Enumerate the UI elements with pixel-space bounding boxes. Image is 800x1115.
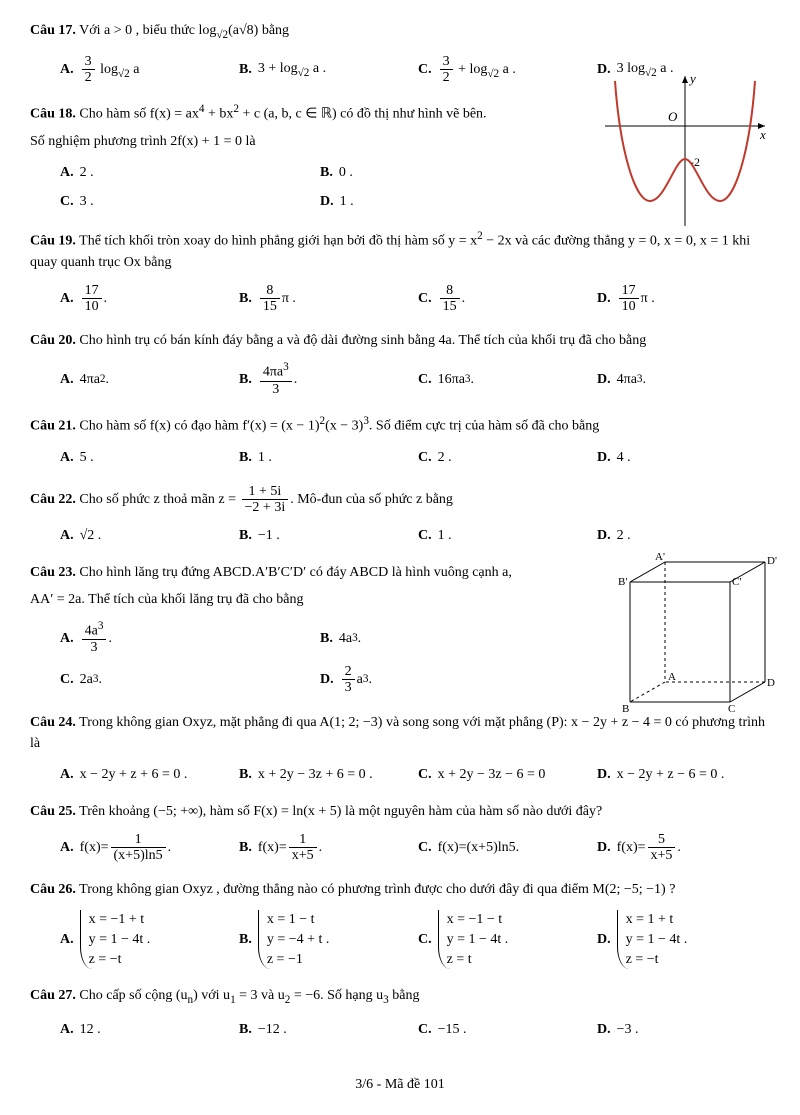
q24-opt-B[interactable]: B.x + 2y − 3z + 6 = 0 . bbox=[233, 760, 412, 789]
q23-prism: A' B' C' D' A B C D bbox=[600, 552, 780, 722]
q26-opt-A[interactable]: A. x = −1 + ty = 1 − 4t .z = −t bbox=[54, 906, 233, 973]
q23-opt-B[interactable]: B. 4a3. bbox=[314, 616, 574, 659]
graph-x: x bbox=[759, 127, 766, 142]
q18-opt-D[interactable]: D.1 . bbox=[314, 187, 574, 216]
q19-opt-B[interactable]: B. 815 π . bbox=[233, 279, 412, 319]
question-20: Câu 20. Cho hình trụ có bán kính đáy bằn… bbox=[30, 330, 770, 400]
q18-text2: Số nghiệm phương trình 2f(x) + 1 = 0 là bbox=[30, 131, 550, 152]
q23-text2: AA′ = 2a. Thể tích của khối lăng trụ đã … bbox=[30, 589, 550, 610]
question-26: Câu 26. Trong không gian Oxyz , đường th… bbox=[30, 879, 770, 973]
q26-opt-C[interactable]: C. x = −1 − ty = 1 − 4t .z = t bbox=[412, 906, 591, 973]
q21-opt-D[interactable]: D.4 . bbox=[591, 443, 770, 472]
svg-text:C': C' bbox=[732, 576, 741, 588]
q24-opt-A[interactable]: A.x − 2y + z + 6 = 0 . bbox=[54, 760, 233, 789]
q26-opt-D[interactable]: D. x = 1 + ty = 1 − 4t .z = −t bbox=[591, 906, 770, 973]
q17-opt-A[interactable]: A. 32 log√2 a bbox=[54, 50, 233, 90]
q18-opt-B[interactable]: B.0 . bbox=[314, 158, 574, 187]
q23-opt-C[interactable]: C. 2a3. bbox=[54, 660, 314, 700]
q19-text: Câu 19. Thể tích khối tròn xoay do hình … bbox=[30, 228, 770, 273]
question-19: Câu 19. Thể tích khối tròn xoay do hình … bbox=[30, 228, 770, 318]
q20-text: Câu 20. Cho hình trụ có bán kính đáy bằn… bbox=[30, 330, 770, 351]
q25-opt-A[interactable]: A. f(x)=1(x+5)ln5. bbox=[54, 828, 233, 868]
q20-opt-C[interactable]: C. 16πa3. bbox=[412, 357, 591, 400]
q22-text: Câu 22. Cho số phức z thoả mãn z = 1 + 5… bbox=[30, 484, 770, 516]
q23-text1: Câu 23. Cho hình lăng trụ đứng ABCD.A′B′… bbox=[30, 562, 550, 583]
q25-opt-D[interactable]: D. f(x)=5x+5. bbox=[591, 828, 770, 868]
q18-opt-A[interactable]: A.2 . bbox=[54, 158, 314, 187]
svg-text:A': A' bbox=[655, 552, 665, 563]
question-25: Câu 25. Trên khoảng (−5; +∞), hàm số F(x… bbox=[30, 801, 770, 868]
q25-opt-B[interactable]: B. f(x)=1x+5. bbox=[233, 828, 412, 868]
q22-opt-C[interactable]: C.1 . bbox=[412, 521, 591, 550]
svg-text:D': D' bbox=[767, 555, 777, 567]
graph-O: O bbox=[668, 109, 678, 124]
graph-y: y bbox=[688, 71, 696, 86]
question-23: Câu 23. Cho hình lăng trụ đứng ABCD.A′B′… bbox=[30, 562, 770, 699]
q24-opt-D[interactable]: D.x − 2y + z − 6 = 0 . bbox=[591, 760, 770, 789]
q26-opt-B[interactable]: B. x = 1 − ty = −4 + t .z = −1 bbox=[233, 906, 412, 973]
q27-text: Câu 27. Cho cấp số cộng (un) với u1 = 3 … bbox=[30, 985, 770, 1009]
q27-opt-B[interactable]: B.−12 . bbox=[233, 1015, 412, 1044]
question-24: Câu 24. Trong không gian Oxyz, mặt phẳng… bbox=[30, 712, 770, 789]
q21-opt-C[interactable]: C.2 . bbox=[412, 443, 591, 472]
q26-text: Câu 26. Trong không gian Oxyz , đường th… bbox=[30, 879, 770, 900]
q21-opt-B[interactable]: B.1 . bbox=[233, 443, 412, 472]
q17-text: Câu 17. Với a > 0 , biểu thức log√2(a√8)… bbox=[30, 20, 770, 44]
q21-text: Câu 21. Cho hàm số f(x) có đạo hàm f′(x)… bbox=[30, 413, 770, 437]
question-18: Câu 18. Cho hàm số f(x) = ax4 + bx2 + c … bbox=[30, 101, 770, 216]
q20-opt-A[interactable]: A. 4πa2. bbox=[54, 357, 233, 400]
q17-opt-C[interactable]: C. 32 + log√2 a . bbox=[412, 50, 591, 90]
svg-text:B: B bbox=[622, 703, 629, 715]
graph-min: -2 bbox=[690, 155, 700, 169]
q17-opt-B[interactable]: B. 3 + log√2 a . bbox=[233, 50, 412, 90]
q18-text1: Câu 18. Cho hàm số f(x) = ax4 + bx2 + c … bbox=[30, 101, 550, 125]
q19-opt-C[interactable]: C. 815 . bbox=[412, 279, 591, 319]
q25-text: Câu 25. Trên khoảng (−5; +∞), hàm số F(x… bbox=[30, 801, 770, 822]
q22-opt-A[interactable]: A.√2 . bbox=[54, 521, 233, 550]
q19-opt-D[interactable]: D. 1710 π . bbox=[591, 279, 770, 319]
q27-opt-C[interactable]: C.−15 . bbox=[412, 1015, 591, 1044]
svg-text:A: A bbox=[668, 671, 676, 683]
page-footer: 3/6 - Mã đề 101 bbox=[30, 1074, 770, 1095]
q25-opt-C[interactable]: C. f(x)=(x+5)ln5. bbox=[412, 828, 591, 868]
svg-text:D: D bbox=[767, 677, 775, 689]
question-27: Câu 27. Cho cấp số cộng (un) với u1 = 3 … bbox=[30, 985, 770, 1044]
q22-opt-B[interactable]: B.−1 . bbox=[233, 521, 412, 550]
q17-label: Câu 17. bbox=[30, 23, 76, 38]
question-22: Câu 22. Cho số phức z thoả mãn z = 1 + 5… bbox=[30, 484, 770, 551]
q21-opt-A[interactable]: A.5 . bbox=[54, 443, 233, 472]
q23-opt-A[interactable]: A. 4a33 . bbox=[54, 616, 314, 659]
q20-opt-D[interactable]: D. 4πa3. bbox=[591, 357, 770, 400]
q23-opt-D[interactable]: D. 23 a3. bbox=[314, 660, 574, 700]
q18-opt-C[interactable]: C.3 . bbox=[54, 187, 314, 216]
question-21: Câu 21. Cho hàm số f(x) có đạo hàm f′(x)… bbox=[30, 413, 770, 472]
q19-opt-A[interactable]: A. 1710 . bbox=[54, 279, 233, 319]
q18-graph: O x y -2 bbox=[600, 71, 770, 231]
q20-opt-B[interactable]: B. 4πa33 . bbox=[233, 357, 412, 400]
q24-opt-C[interactable]: C.x + 2y − 3z − 6 = 0 bbox=[412, 760, 591, 789]
svg-text:C: C bbox=[728, 703, 735, 715]
q27-opt-D[interactable]: D.−3 . bbox=[591, 1015, 770, 1044]
q27-opt-A[interactable]: A.12 . bbox=[54, 1015, 233, 1044]
q22-opt-D[interactable]: D.2 . bbox=[591, 521, 770, 550]
svg-text:B': B' bbox=[618, 576, 627, 588]
